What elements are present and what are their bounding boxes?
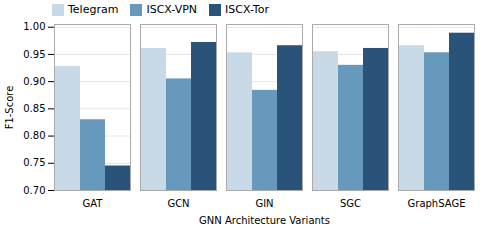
svg-text:0.75: 0.75 bbox=[23, 157, 45, 168]
svg-text:0.90: 0.90 bbox=[23, 76, 45, 87]
svg-text:0.80: 0.80 bbox=[23, 130, 45, 141]
svg-text:0.85: 0.85 bbox=[23, 103, 45, 114]
svg-text:GraphSAGE: GraphSAGE bbox=[408, 198, 466, 209]
svg-text:GCN: GCN bbox=[167, 198, 189, 209]
svg-text:0.70: 0.70 bbox=[23, 185, 45, 196]
html-text:ISCX-VPN: ISCX-VPN bbox=[146, 3, 197, 16]
svg-text:SGC: SGC bbox=[340, 198, 361, 209]
svg-text:GNN Architecture Variants: GNN Architecture Variants bbox=[199, 215, 330, 226]
svg-text:0.95: 0.95 bbox=[23, 49, 45, 60]
svg-text:1.00: 1.00 bbox=[23, 21, 45, 32]
svg-text:GIN: GIN bbox=[255, 198, 273, 209]
svg-text:GAT: GAT bbox=[83, 198, 104, 209]
html-text:ISCX-Tor: ISCX-Tor bbox=[225, 3, 269, 16]
html-text:Telegram: Telegram bbox=[68, 3, 119, 16]
svg-text:F1-Score: F1-Score bbox=[4, 86, 15, 130]
